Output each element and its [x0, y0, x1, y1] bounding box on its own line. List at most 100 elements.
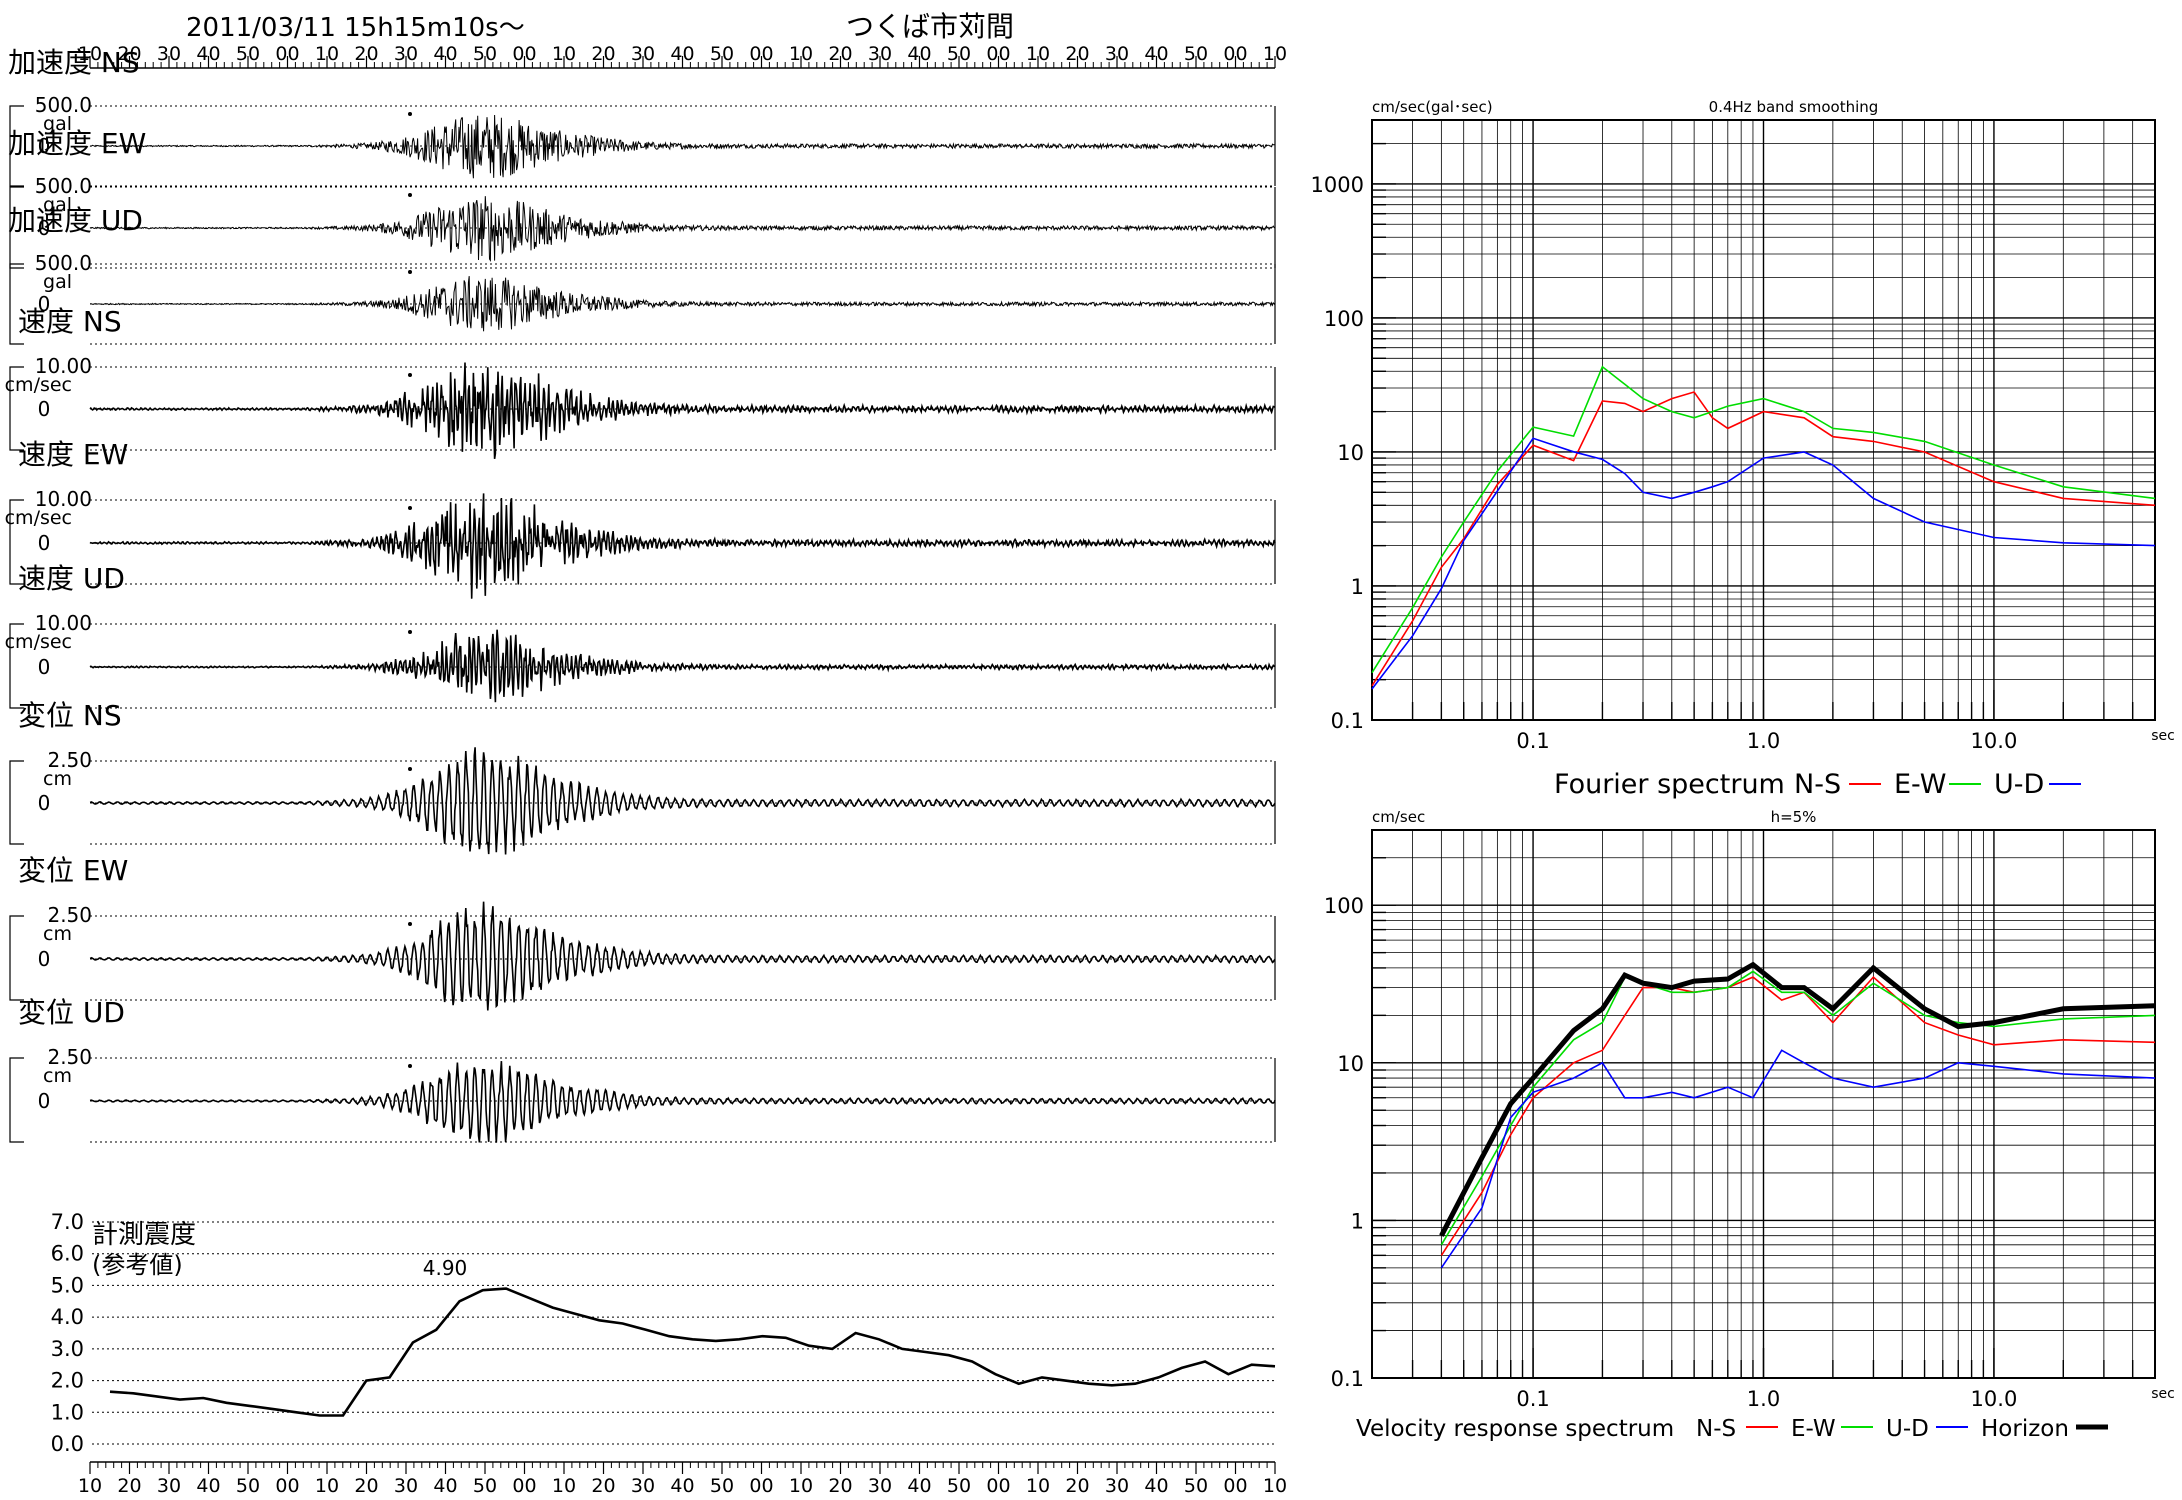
- time-tick-label: 30: [394, 43, 418, 65]
- panel-title: 加速度 NS: [8, 46, 140, 79]
- zero-label: 0: [38, 791, 51, 815]
- scale-label: 2.50: [47, 1045, 92, 1069]
- scale-label: 500.0: [35, 93, 92, 117]
- waveform-line: [89, 493, 1276, 599]
- peak-marker: [408, 767, 412, 771]
- panel-title: 加速度 EW: [8, 127, 146, 160]
- intensity-tick: 2.0: [51, 1369, 84, 1393]
- zero-label: 0: [38, 216, 51, 240]
- y-axis-label: cm/sec: [1372, 808, 1425, 826]
- time-tick-label: 40: [196, 43, 220, 65]
- unit-label: gal: [43, 113, 72, 135]
- time-tick-label: 20: [828, 1475, 852, 1497]
- intensity-max-label: 4.90: [423, 1256, 468, 1280]
- time-tick-label: 40: [433, 43, 457, 65]
- time-tick-label: 10: [1263, 43, 1287, 65]
- legend-label: U-D: [1886, 1416, 1929, 1442]
- unit-label: cm: [43, 1065, 72, 1087]
- time-tick-label: 10: [789, 43, 813, 65]
- time-tick-label: 50: [947, 43, 971, 65]
- unit-label: cm/sec: [5, 631, 72, 653]
- time-tick-label: 20: [591, 1475, 615, 1497]
- scale-label: 10.00: [35, 487, 92, 511]
- time-tick-label: 30: [157, 1475, 181, 1497]
- y-tick-label: 1000: [1311, 173, 1364, 197]
- time-tick-label: 10: [78, 43, 102, 65]
- series-line-u-d: [1440, 1049, 2156, 1269]
- intensity-subtitle: (参考値): [92, 1251, 183, 1279]
- panel-title: 速度 NS: [18, 305, 122, 338]
- peak-marker: [408, 193, 412, 197]
- scale-label: 2.50: [47, 748, 92, 772]
- time-tick-label: 10: [552, 43, 576, 65]
- response-spectrum-chart: 0.1 1 10 100 0.1 1.0 10.0 sec cm/sec h=5% Velocity…: [1324, 808, 2175, 1442]
- panel-title: 速度 EW: [18, 438, 128, 471]
- scale-label: 2.50: [47, 903, 92, 927]
- series-line-horizon: [1439, 961, 2156, 1237]
- time-tick-label: 10: [1263, 1475, 1287, 1497]
- y-tick-label: 10: [1337, 441, 1364, 465]
- time-tick-label: 50: [1184, 43, 1208, 65]
- peak-marker: [408, 506, 412, 510]
- panel-title: 変位 EW: [18, 854, 128, 887]
- scale-label: 500.0: [35, 251, 92, 275]
- waveform-line: [89, 114, 1275, 179]
- waveform-line: [89, 629, 1276, 703]
- legend-label: E-W: [1894, 769, 1946, 800]
- time-tick-label: 10: [1026, 1475, 1050, 1497]
- time-tick-label: 30: [631, 43, 655, 65]
- time-tick-label: 40: [433, 1475, 457, 1497]
- time-tick-label: 50: [236, 1475, 260, 1497]
- intensity-tick: 5.0: [51, 1273, 84, 1297]
- time-tick-label: 10: [1026, 43, 1050, 65]
- x-tick-label: 10.0: [1971, 729, 2018, 753]
- panel-title: 加速度 UD: [8, 204, 143, 237]
- time-tick-label: 00: [275, 1475, 299, 1497]
- legend-label: N-S: [1794, 769, 1841, 800]
- time-tick-label: 00: [986, 43, 1010, 65]
- zero-label: 0: [38, 134, 51, 158]
- time-tick-label: 00: [275, 43, 299, 65]
- unit-label: cm/sec: [5, 507, 72, 529]
- intensity-title: 計測震度: [92, 1220, 196, 1250]
- series-line-e-w: [1371, 365, 2156, 674]
- intensity-tick: 3.0: [51, 1337, 84, 1361]
- time-tick-label: 40: [907, 1475, 931, 1497]
- intensity-tick: 4.0: [51, 1305, 84, 1329]
- time-tick-label: 50: [947, 1475, 971, 1497]
- waveform-line: [89, 901, 1276, 1011]
- scale-label: 10.00: [35, 611, 92, 635]
- time-tick-label: 00: [749, 1475, 773, 1497]
- legend-label: Horizon: [1981, 1416, 2069, 1442]
- y-tick-label: 100: [1324, 307, 1364, 331]
- legend-label: E-W: [1791, 1416, 1836, 1442]
- time-tick-label: 20: [354, 43, 378, 65]
- waveform-line: [89, 1061, 1276, 1143]
- zero-label: 0: [38, 1089, 51, 1113]
- time-tick-label: 10: [78, 1475, 102, 1497]
- y-tick-label: 0.1: [1331, 709, 1364, 733]
- time-tick-label: 10: [552, 1475, 576, 1497]
- peak-marker: [408, 1064, 412, 1068]
- time-tick-label: 40: [1144, 43, 1168, 65]
- time-tick-label: 50: [236, 43, 260, 65]
- chart-subtitle: h=5%: [1771, 808, 1817, 826]
- time-tick-label: 30: [157, 43, 181, 65]
- time-tick-label: 20: [828, 43, 852, 65]
- intensity-line: [109, 1287, 1276, 1417]
- time-tick-label: 00: [512, 1475, 536, 1497]
- time-tick-label: 50: [710, 43, 734, 65]
- time-tick-label: 30: [868, 1475, 892, 1497]
- waveform-line: [89, 362, 1276, 460]
- zero-label: 0: [38, 397, 51, 421]
- time-axis-top: 10 20 30 40 50 00 10 20 30 40 50 00 10 20 30 40 50 00 10 20…: [78, 43, 1287, 69]
- time-tick-label: 20: [354, 1475, 378, 1497]
- scale-label: 500.0: [35, 174, 92, 198]
- header-station: つくば市苅間: [846, 10, 1014, 43]
